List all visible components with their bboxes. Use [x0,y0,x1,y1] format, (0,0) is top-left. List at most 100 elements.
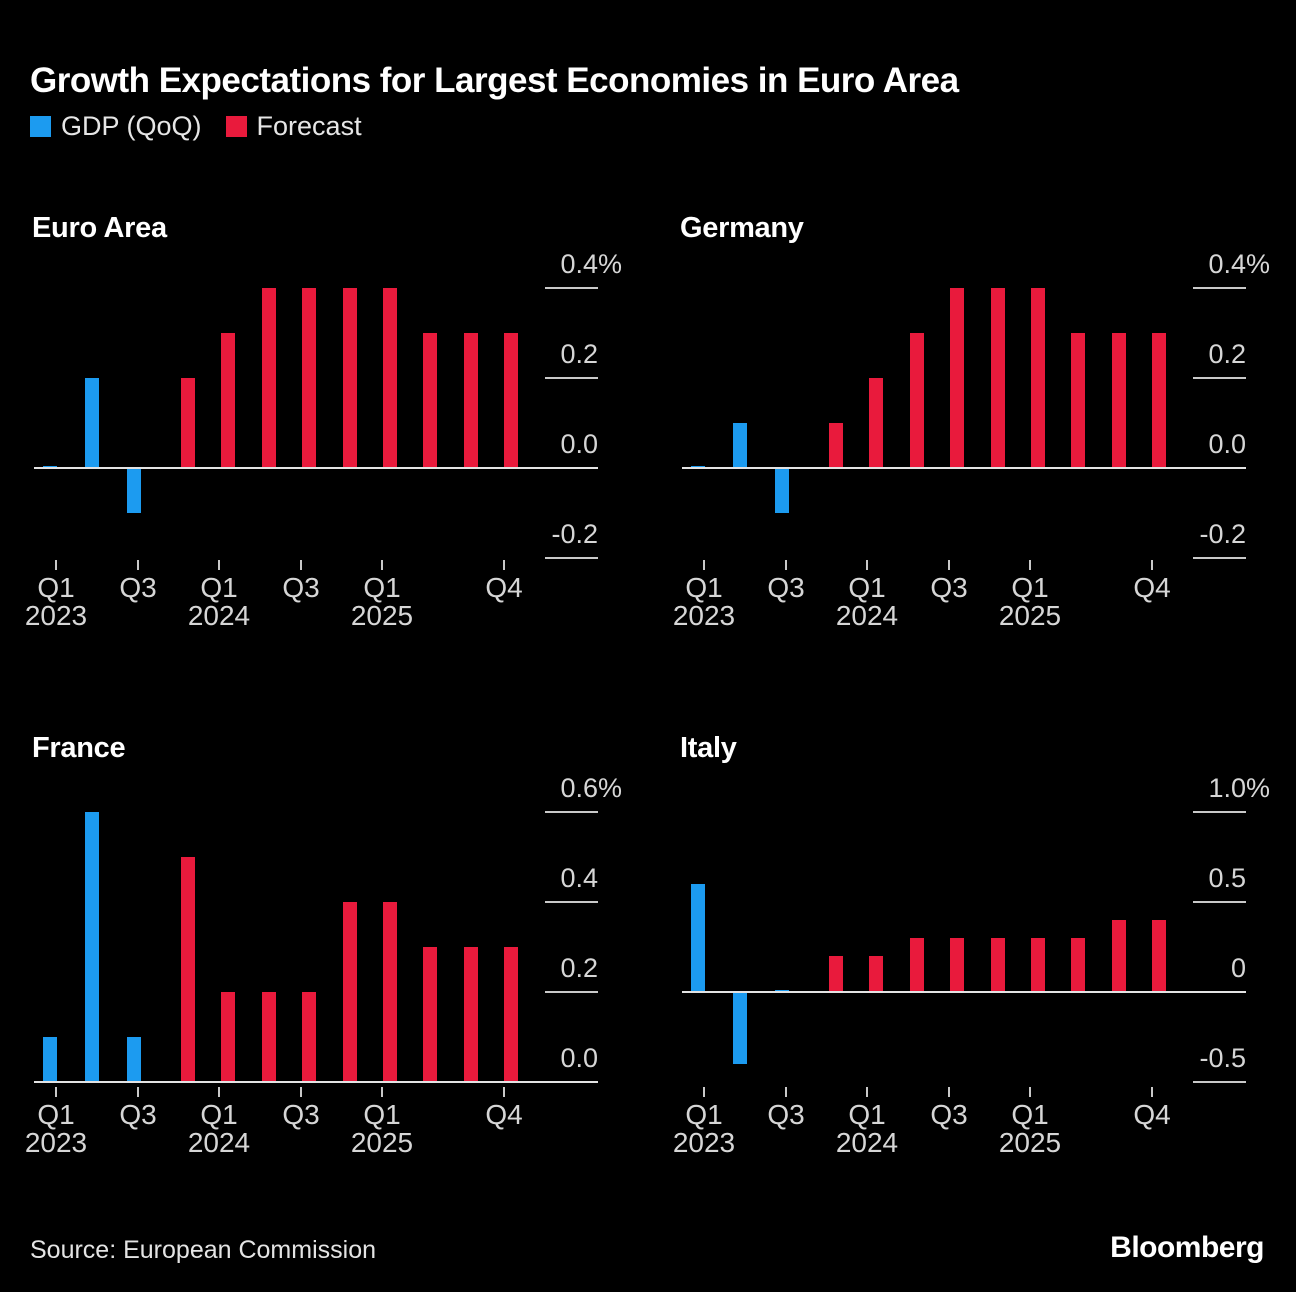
y-axis-label-value: -0.5 [1199,1043,1246,1073]
y-axis-label: -0.2 [1088,521,1246,548]
x-axis-quarter-label: Q4 [485,1099,523,1130]
y-axis-tick [545,901,598,903]
gdp-bar [733,992,747,1064]
forecast-bar [1152,920,1166,992]
x-axis-tick [785,1087,787,1097]
zero-baseline [682,991,1246,993]
forecast-bar [302,992,316,1082]
gdp-bar [85,812,99,1082]
x-axis-quarter-label: Q1 [685,572,723,603]
forecast-bar [950,288,964,468]
y-axis-tick [545,811,598,813]
x-axis-quarter-label: Q3 [930,1099,968,1130]
legend-item-gdp: GDP (QoQ) [30,111,202,142]
gdp-bar [43,1037,57,1082]
gdp-bar [85,378,99,468]
x-axis-quarter-label: Q1 [685,1099,723,1130]
x-axis-tick [703,560,705,570]
y-axis-label: 0 [1088,955,1246,982]
forecast-bar [991,938,1005,992]
x-axis-year-label: 2023 [24,1127,88,1158]
y-axis-tick [1193,811,1246,813]
x-axis-year-label: 2023 [672,600,736,631]
chart-panel-italy: Italy 1.0% 0.5 0 -0.5 Q1 2023 Q3 Q1 2024 Q3 Q1 2025 Q… [648,700,1296,1220]
gdp-swatch-icon [30,116,51,137]
page-title: Growth Expectations for Largest Economie… [30,61,959,101]
panel-title: Euro Area [32,212,167,245]
y-axis-tick [545,377,598,379]
y-axis-label: 0.2 [1088,341,1246,368]
x-axis-tick [218,1087,220,1097]
x-axis-year-label: 2024 [835,600,899,631]
y-axis-label-value: 0.2 [560,953,598,983]
x-axis-quarter-label: Q4 [1133,572,1171,603]
forecast-bar [1031,938,1045,992]
y-axis-label: 0.4% [1088,249,1270,279]
x-axis-tick [300,1087,302,1097]
x-axis-tick [1029,560,1031,570]
x-axis-tick [866,560,868,570]
source-note: Source: European Commission [30,1236,376,1264]
y-axis-tick [1193,377,1246,379]
x-axis-tick [381,560,383,570]
x-axis-quarter-label: Q3 [119,572,157,603]
x-axis-year-label: 2023 [672,1127,736,1158]
x-axis-quarter-label: Q1 [37,572,75,603]
x-axis-year-label: 2023 [24,600,88,631]
percent-sign: % [598,249,623,279]
y-axis-label: 0.4% [440,251,622,278]
forecast-bar [181,857,195,1082]
x-axis-tick [866,1087,868,1097]
y-axis-label: 0.2 [440,341,598,368]
x-axis-year-label: 2025 [998,1127,1062,1158]
y-axis-tick [545,991,598,993]
forecast-bar [1031,288,1045,468]
y-axis-label-value: 0.6 [560,773,598,803]
panel-title: Italy [680,732,737,765]
legend-label-forecast: Forecast [256,111,362,141]
forecast-bar [1152,333,1166,468]
y-axis-label: -0.2 [440,521,598,548]
forecast-bar [504,333,518,468]
y-axis-label-value: 1.0 [1208,773,1246,803]
forecast-bar [829,956,843,992]
x-axis-tick [948,560,950,570]
forecast-bar [869,956,883,992]
x-axis-tick [1029,1087,1031,1097]
forecast-bar [423,947,437,1082]
forecast-bar [1112,333,1126,468]
y-axis-label-value: 0.4 [1208,249,1246,279]
forecast-bar [910,938,924,992]
forecast-bar [464,947,478,1082]
x-axis-tick [1151,1087,1153,1097]
panel-title: France [32,732,126,765]
forecast-swatch-icon [225,116,247,137]
percent-sign: % [1246,249,1271,279]
x-axis-tick [381,1087,383,1097]
x-axis-tick [785,560,787,570]
x-axis-tick [1151,560,1153,570]
forecast-bar [1112,920,1126,992]
forecast-bar [262,992,276,1082]
forecast-bar [221,333,235,468]
forecast-bar [504,947,518,1082]
x-axis-year-label: 2024 [835,1127,899,1158]
y-axis-label-value: 0.2 [1208,339,1246,369]
x-axis-quarter-label: Q3 [930,572,968,603]
y-axis-tick [545,557,598,559]
y-axis-label: -0.5 [1088,1045,1246,1072]
y-axis-label-value: -0.2 [1199,519,1246,549]
legend-item-forecast: Forecast [225,111,362,142]
x-axis-quarter-label: Q4 [485,572,523,603]
x-axis-tick [137,560,139,570]
x-axis-quarter-label: Q3 [282,572,320,603]
x-axis-year-label: 2025 [998,600,1062,631]
legend-label-gdp: GDP (QoQ) [61,111,202,141]
chart-panel-euro-area: Euro Area 0.4% 0.2 0.0 -0.2 Q1 2023 Q3 Q1 2024 Q3 Q… [0,180,648,700]
x-axis-quarter-label: Q1 [1011,1099,1049,1130]
forecast-bar [829,423,843,468]
forecast-bar [991,288,1005,468]
forecast-bar [464,333,478,468]
y-axis-label: 0.6% [440,773,622,803]
